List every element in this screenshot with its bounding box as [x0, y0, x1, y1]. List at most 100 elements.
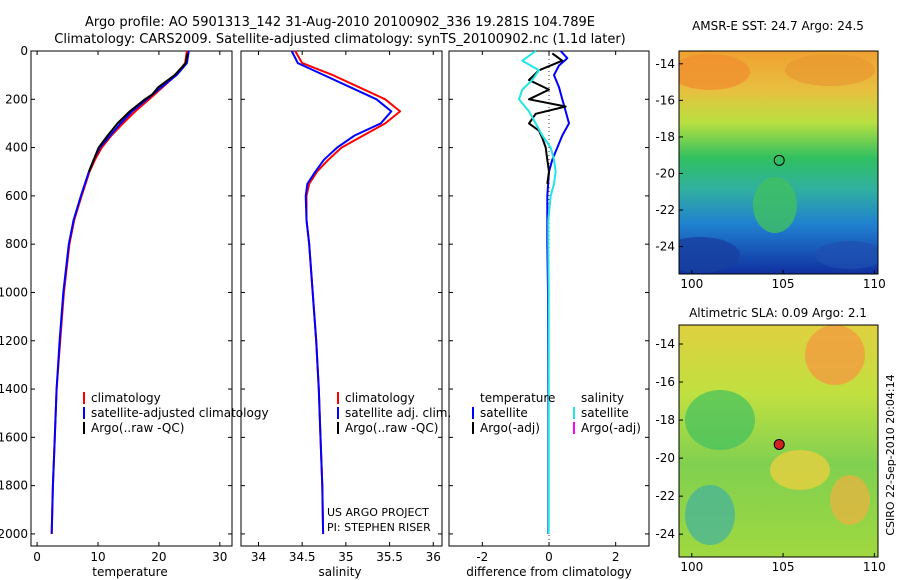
project-annotation-line2: PI: STEPHEN RISER	[327, 521, 431, 534]
y-tick-label: -20	[655, 166, 675, 180]
y-tick-label: 1200	[0, 334, 28, 348]
sla-low-patch	[685, 485, 735, 545]
x-tick-label: 100	[680, 277, 703, 291]
salinity-series	[290, 50, 402, 534]
difference-legend-temperature-argo: Argo(-adj)	[480, 421, 540, 435]
temperature-legend-argo: Argo(..raw -QC)	[91, 421, 184, 435]
sst-cold-patch	[679, 237, 740, 273]
y-tick-label: -16	[655, 375, 675, 389]
sla-high-patch	[770, 450, 830, 490]
x-tick-label: 105	[772, 277, 795, 291]
sst-map-title: AMSR-E SST: 24.7 Argo: 24.5	[692, 19, 864, 33]
sla-high-patch	[805, 325, 865, 385]
y-tick-label: -24	[655, 527, 675, 541]
sst-heatmap	[679, 51, 878, 274]
x-tick-label: 35.5	[376, 550, 403, 564]
project-annotation-line1: US ARGO PROJECT	[327, 506, 429, 519]
series-line	[290, 50, 393, 534]
x-tick-label: 0	[545, 550, 553, 564]
y-tick-label: 1000	[0, 285, 28, 299]
y-tick-label: 1400	[0, 382, 28, 396]
difference-legend-temperature-title: temperature	[480, 391, 555, 405]
sla-low-patch	[685, 390, 755, 450]
difference-legend-salinity-title: salinity	[581, 391, 624, 405]
series-line	[87, 53, 189, 173]
y-tick-label: 1800	[0, 479, 28, 493]
y-tick-label: -24	[655, 240, 675, 254]
series-line	[50, 50, 190, 534]
salinity-legend: climatology satellite adj. clim. Argo(..…	[337, 391, 451, 435]
x-tick-label: 34	[251, 550, 266, 564]
salinity-legend-satellite: satellite adj. clim.	[345, 406, 451, 420]
x-tick-label: 0	[33, 550, 41, 564]
y-tick-label: 200	[5, 92, 28, 106]
x-tick-label: 10	[90, 550, 105, 564]
y-tick-label: 0	[20, 44, 28, 58]
salinity-xlabel: salinity	[318, 565, 361, 579]
difference-panel: -2 0 2 difference from climatology tempera…	[448, 50, 650, 579]
x-tick-label: 30	[212, 550, 227, 564]
difference-ticks: -2 0 2	[449, 50, 649, 564]
temperature-legend-satellite: satellite-adjusted climatology	[91, 406, 269, 420]
y-tick-label: -18	[655, 413, 675, 427]
y-tick-label: -22	[655, 203, 675, 217]
x-tick-label: 105	[772, 560, 795, 574]
sla-map-frame	[678, 324, 879, 558]
y-tick-label: 2000	[0, 527, 28, 541]
y-tick-label: -20	[655, 451, 675, 465]
salinity-axes-frame	[240, 50, 443, 547]
difference-legend-temperature-satellite: satellite	[480, 406, 528, 420]
series-line	[294, 50, 402, 534]
salinity-legend-argo: Argo(..raw -QC)	[345, 421, 438, 435]
x-tick-label: -2	[476, 550, 488, 564]
header-line1: Argo profile: AO 5901313_142 31-Aug-2010…	[85, 15, 595, 30]
sla-map-panel: Altimetric SLA: 0.09 Argo: 2.1 100 105 110…	[655, 306, 885, 574]
x-tick-label: 2	[612, 550, 620, 564]
series-line	[518, 50, 557, 534]
x-tick-label: 100	[680, 560, 703, 574]
sst-green-tongue	[753, 177, 797, 233]
x-tick-label: 110	[863, 277, 886, 291]
x-tick-label: 36	[426, 550, 441, 564]
sst-cold-patch	[815, 241, 878, 269]
x-tick-label: 20	[151, 550, 166, 564]
y-tick-label: -18	[655, 130, 675, 144]
salinity-panel: 34 34.5 35 35.5 36 salinity climatology sate…	[240, 50, 451, 579]
y-tick-label: -14	[655, 57, 675, 71]
temperature-legend: climatology satellite-adjusted climatolo…	[83, 391, 269, 435]
sla-map-title: Altimetric SLA: 0.09 Argo: 2.1	[689, 306, 867, 320]
temperature-legend-climatology: climatology	[91, 391, 161, 405]
y-tick-label: 800	[5, 237, 28, 251]
salinity-ticks: 34 34.5 35 35.5 36	[241, 50, 442, 564]
sst-map-frame	[678, 50, 879, 275]
temperature-ticks: 0 10 20 30 0 200 400 600 800 1000 1200 1400 1600 1800…	[0, 44, 232, 564]
sla-high-patch	[830, 475, 870, 525]
difference-legend-salinity-satellite: satellite	[581, 406, 629, 420]
x-tick-label: 35	[338, 550, 353, 564]
argo-location-marker	[773, 154, 785, 166]
x-tick-label: 110	[863, 560, 886, 574]
sst-warm-patch	[679, 54, 750, 90]
csiro-timestamp: CSIRO 22-Sep-2010 20:04:14	[884, 374, 897, 535]
argo-location-marker	[773, 438, 785, 450]
difference-xlabel: difference from climatology	[466, 565, 632, 579]
y-tick-label: -16	[655, 93, 675, 107]
sla-heatmap	[679, 325, 878, 557]
y-tick-label: 400	[5, 141, 28, 155]
sla-map-ticks: 100 105 110 -14 -16 -18 -20 -22 -24	[655, 337, 885, 574]
temperature-series	[50, 50, 190, 534]
x-tick-label: 34.5	[289, 550, 316, 564]
temperature-axes-frame	[30, 50, 233, 547]
series-line	[528, 52, 567, 184]
y-tick-label: -22	[655, 489, 675, 503]
salinity-legend-climatology: climatology	[345, 391, 415, 405]
y-tick-label: 1600	[0, 430, 28, 444]
y-tick-label: -14	[655, 337, 675, 351]
header-line2: Climatology: CARS2009. Satellite-adjuste…	[54, 32, 626, 47]
difference-legend: temperature satellite Argo(-adj) salinit…	[472, 391, 641, 435]
series-line	[546, 50, 570, 534]
sst-map-panel: AMSR-E SST: 24.7 Argo: 24.5 100 105 110 -14…	[655, 19, 885, 291]
temperature-xlabel: temperature	[92, 565, 167, 579]
sst-map-ticks: 100 105 110 -14 -16 -18 -20 -22 -24	[655, 57, 885, 291]
